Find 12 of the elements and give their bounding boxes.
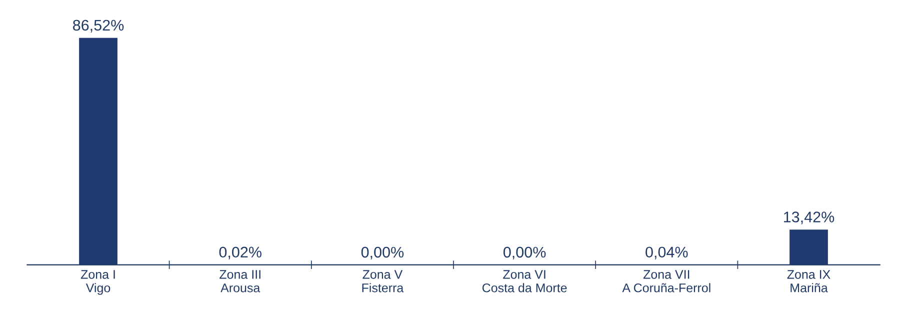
- data-label: 86,52%: [73, 20, 124, 32]
- data-label: 0,04%: [646, 246, 688, 260]
- data-label: 0,00%: [361, 246, 404, 260]
- x-tick-label: Zona VI Costa da Morte: [482, 270, 567, 292]
- data-label: 0,00%: [503, 246, 546, 260]
- x-tick-label: Zona V Fisterra: [362, 270, 404, 292]
- x-tick-label: Zona VII A Coruña-Ferrol: [622, 270, 710, 292]
- x-tick-label: Zona I Vigo: [80, 270, 115, 295]
- data-label: 0,02%: [219, 246, 262, 260]
- x-tick-label: Zona IX Mariña: [787, 270, 830, 292]
- data-label: 13,42%: [784, 212, 834, 224]
- x-tick-label: Zona III Arousa: [220, 270, 260, 292]
